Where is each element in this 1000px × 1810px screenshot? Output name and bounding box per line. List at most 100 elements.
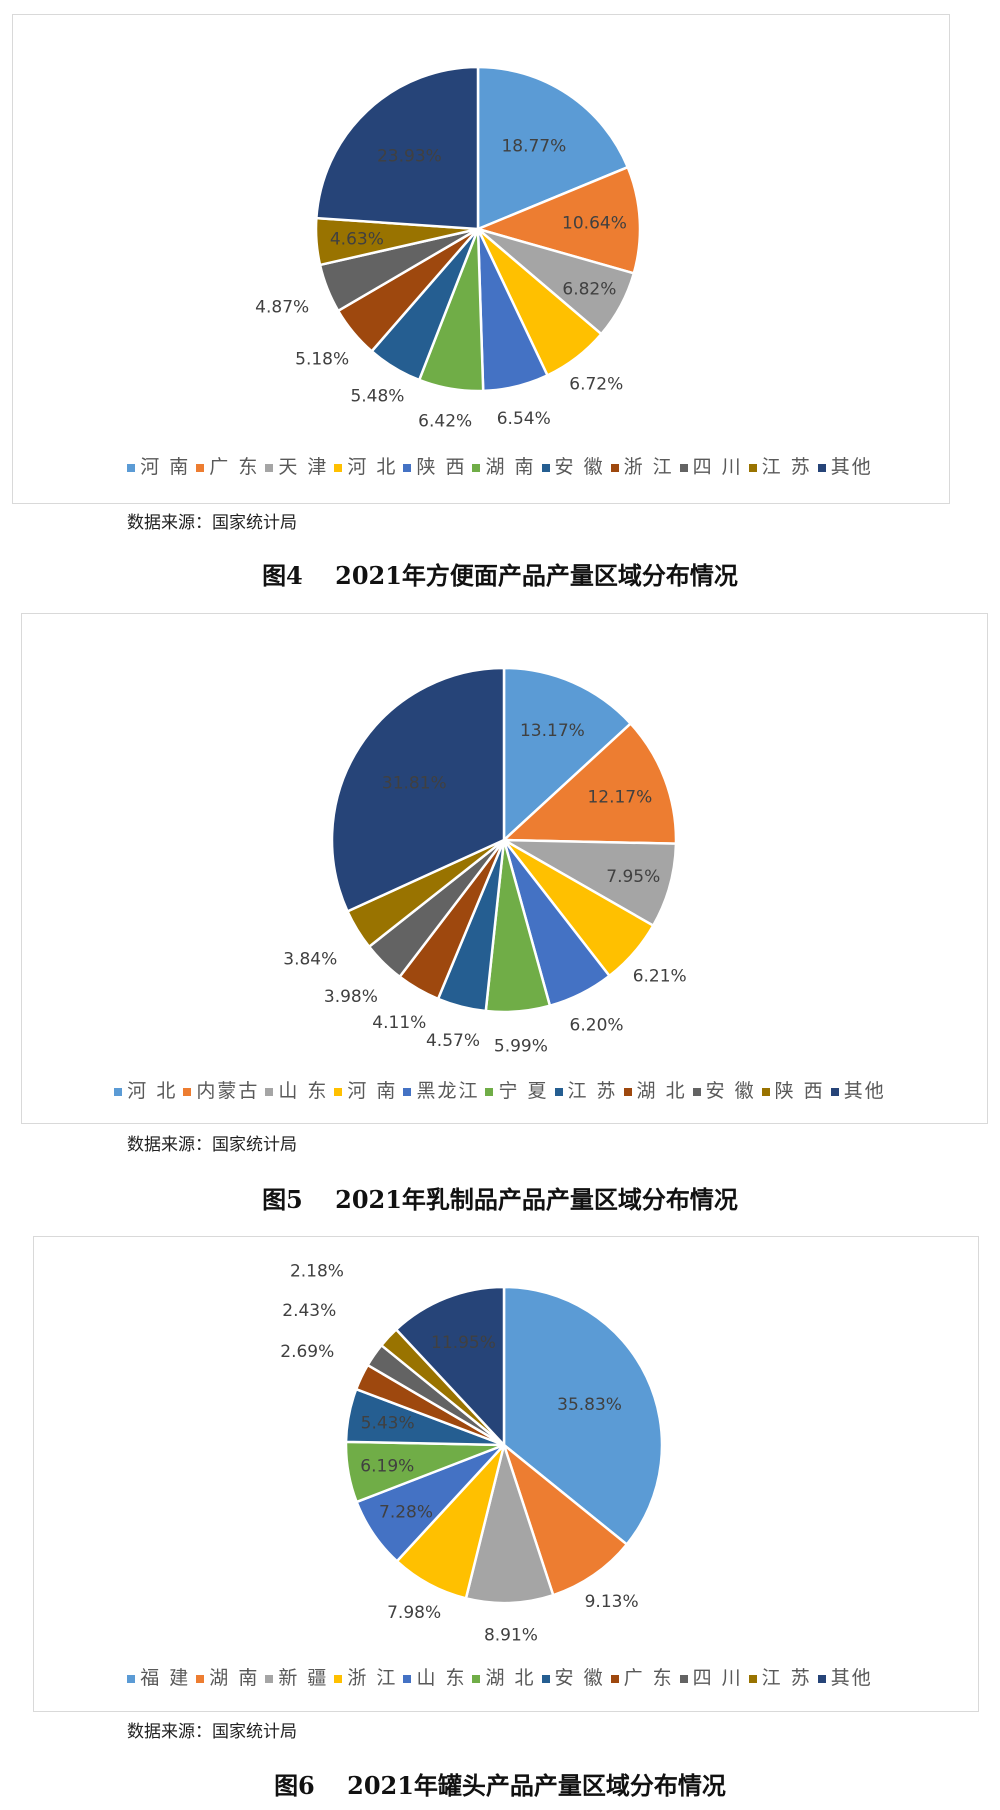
legend-item: 山 东: [403, 1663, 466, 1690]
legend-swatch: [114, 1087, 123, 1096]
data-label: 2.18%: [290, 1261, 344, 1281]
legend-swatch: [196, 463, 205, 472]
data-label: 3.98%: [324, 987, 378, 1007]
legend: 河 南广 东天 津河 北陕 西湖 南安 徽浙 江四 川江 苏其他: [0, 452, 1000, 479]
legend-label: 安 徽: [705, 1080, 756, 1102]
legend-label: 新 疆: [278, 1667, 329, 1689]
legend-label: 其他: [843, 1080, 886, 1102]
pie-slice: [474, 165, 642, 275]
legend-item: 湖 南: [196, 1663, 259, 1690]
legend-item: 河 北: [114, 1076, 177, 1103]
legend-item: 河 南: [127, 452, 190, 479]
legend-swatch: [127, 1674, 136, 1683]
legend-label: 江 苏: [567, 1080, 618, 1102]
figure-caption: 图6 2021年罐头产品产量区域分布情况: [274, 1771, 726, 1800]
legend-label: 四 川: [692, 456, 743, 478]
legend: 福 建湖 南新 疆浙 江山 东湖 北安 徽广 东四 川江 苏其他: [0, 1663, 1000, 1690]
pie-slice: [502, 1285, 664, 1547]
pie-slice: [476, 65, 630, 231]
legend-item: 新 疆: [265, 1663, 328, 1690]
legend-swatch: [334, 1674, 343, 1683]
legend-label: 宁 夏: [498, 1080, 549, 1102]
data-label: 3.84%: [283, 949, 337, 969]
legend-item: 安 徽: [541, 452, 605, 479]
data-label: 4.63%: [330, 229, 384, 249]
pie-chart: 35.83% 9.13% 8.91% 7.98% 7.28% 6.19% 5.43% 2.69…: [280, 1261, 664, 1645]
legend-item: 江 苏: [748, 452, 812, 479]
figure-caption: 图4 2021年方便面产品产量区域分布情况: [262, 561, 738, 590]
data-label: 4.57%: [426, 1031, 480, 1051]
pie-slice: [502, 666, 633, 843]
data-label: 8.91%: [484, 1625, 538, 1645]
data-label: 7.28%: [379, 1503, 433, 1523]
data-label: 4.87%: [255, 297, 309, 317]
legend-item: 湖 北: [623, 1076, 687, 1103]
legend-label: 浙 江: [623, 456, 674, 478]
data-source: 数据来源：国家统计局: [127, 513, 297, 533]
legend-swatch: [472, 1674, 481, 1683]
legend-item: 四 川: [679, 452, 743, 479]
legend-swatch: [830, 1087, 839, 1096]
legend-label: 陕 西: [416, 456, 467, 478]
figure-caption: 图5 2021年乳制品产品产量区域分布情况: [262, 1185, 738, 1214]
legend-label: 山 东: [416, 1667, 467, 1689]
data-label: 11.95%: [431, 1333, 496, 1353]
legend-label: 安 徽: [554, 456, 605, 478]
data-label: 2.69%: [280, 1342, 334, 1362]
legend-label: 湖 北: [485, 1667, 536, 1689]
data-label: 6.72%: [569, 374, 623, 394]
legend-swatch: [623, 1087, 632, 1096]
legend-swatch: [403, 1087, 412, 1096]
legend-label: 河 南: [347, 1080, 398, 1102]
data-label: 31.81%: [382, 773, 447, 793]
pie-chart: 13.17% 12.17% 7.95% 6.21% 6.20% 5.99% 4.57%4.1…: [283, 666, 687, 1057]
legend-swatch: [748, 463, 757, 472]
legend-item: 四 川: [679, 1663, 743, 1690]
legend-label: 浙 江: [347, 1667, 398, 1689]
legend-item: 浙 江: [610, 452, 674, 479]
pie-slice: [464, 1440, 555, 1605]
data-label: 6.82%: [562, 280, 616, 300]
legend-swatch: [127, 463, 136, 472]
data-label: 6.19%: [360, 1457, 414, 1477]
legend-label: 河 北: [127, 1080, 178, 1102]
legend-label: 湖 北: [636, 1080, 687, 1102]
data-label: 35.83%: [557, 1395, 622, 1415]
legend-swatch: [265, 463, 274, 472]
legend-item: 陕 西: [403, 452, 466, 479]
legend-swatch: [761, 1087, 770, 1096]
data-label: 23.93%: [377, 147, 442, 167]
legend-label: 湖 南: [209, 1667, 260, 1689]
legend: 河 北内蒙古山 东河 南黑龙江宁 夏江 苏湖 北安 徽陕 西其他: [0, 1076, 1000, 1103]
legend-item: 山 东: [265, 1076, 328, 1103]
data-label: 13.17%: [520, 721, 585, 741]
legend-item: 福 建: [127, 1663, 190, 1690]
legend-swatch: [334, 1087, 343, 1096]
legend-swatch: [334, 463, 343, 472]
legend-item: 广 东: [610, 1663, 674, 1690]
data-label: 10.64%: [562, 213, 627, 233]
legend-item: 黑龙江: [403, 1076, 479, 1103]
legend-item: 湖 北: [472, 1663, 535, 1690]
pie-slice: [394, 1285, 506, 1449]
data-source: 数据来源：国家统计局: [127, 1722, 297, 1742]
legend-item: 其他: [830, 1076, 886, 1103]
legend-swatch: [403, 463, 412, 472]
legend-swatch: [554, 1087, 563, 1096]
legend-label: 江 苏: [761, 456, 812, 478]
legend-label: 河 南: [140, 456, 191, 478]
legend-swatch: [610, 463, 619, 472]
data-label: 9.13%: [585, 1592, 639, 1612]
legend-item: 浙 江: [334, 1663, 397, 1690]
data-label: 18.77%: [501, 137, 566, 157]
legend-item: 其他: [817, 1663, 873, 1690]
legend-swatch: [748, 1674, 757, 1683]
data-label: 5.99%: [494, 1037, 548, 1057]
legend-label: 安 徽: [554, 1667, 605, 1689]
legend-item: 陕 西: [761, 1076, 825, 1103]
legend-label: 四 川: [692, 1667, 743, 1689]
data-label: 6.21%: [633, 966, 687, 986]
legend-item: 河 南: [334, 1076, 397, 1103]
legend-swatch: [679, 1674, 688, 1683]
data-label: 6.42%: [418, 412, 472, 432]
